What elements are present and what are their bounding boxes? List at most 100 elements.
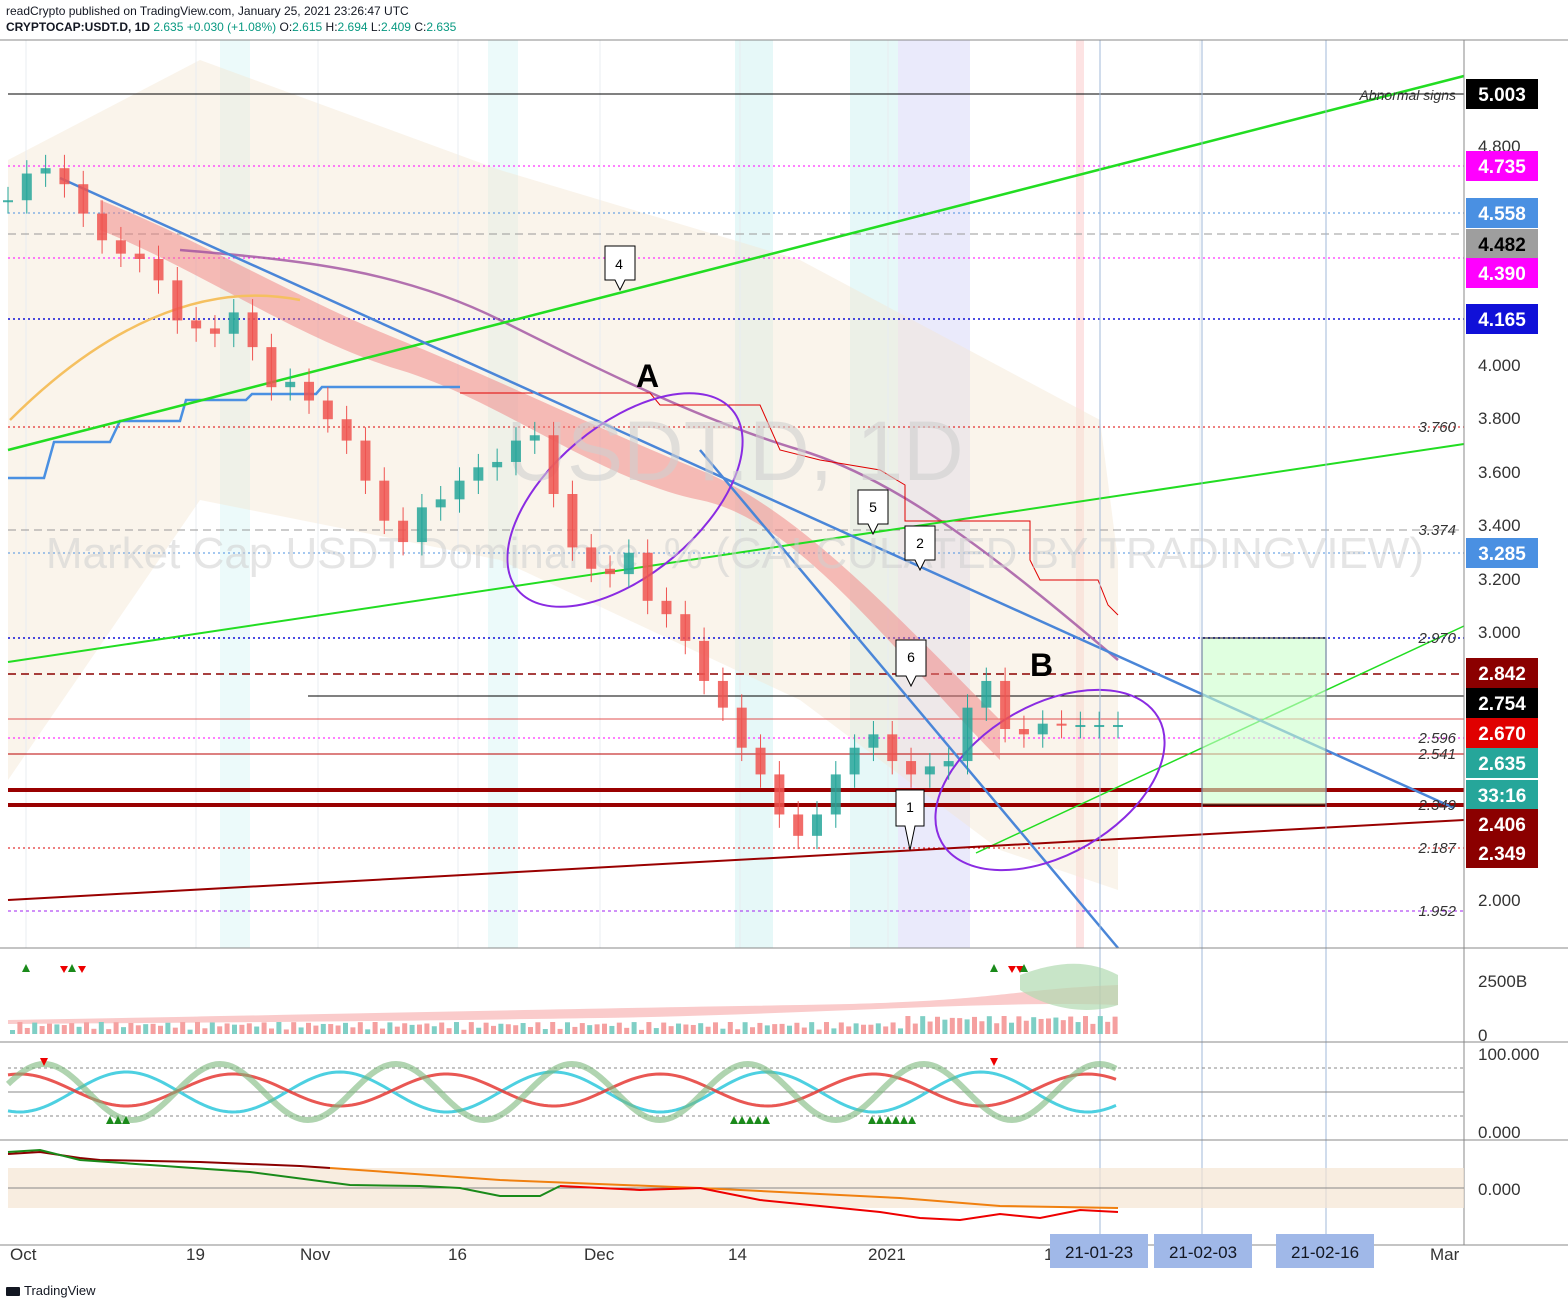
volume-bar (461, 1029, 467, 1034)
price-badge-bg (1466, 809, 1538, 839)
indicator-bands (8, 200, 1119, 760)
volume-bar (135, 1025, 141, 1034)
candle-body (115, 240, 126, 254)
price-axis[interactable]: 4.800 4.000 3.800 3.600 3.400 3.200 3.00… (1463, 40, 1521, 1245)
volume-bar (32, 1022, 38, 1034)
time-tick: Dec (584, 1245, 615, 1264)
level-2596: 2.596 (1417, 730, 1456, 747)
price-badge-bg (1466, 718, 1538, 748)
volume-bar (1105, 1021, 1111, 1034)
volume-bar (283, 1029, 289, 1034)
volume-bar (261, 1022, 267, 1034)
volume-bar (542, 1029, 548, 1034)
time-tick: Mar (1430, 1245, 1460, 1264)
price-badge: 2.670 (1478, 724, 1526, 745)
volume-bar (779, 1023, 785, 1034)
volume-bar (505, 1024, 511, 1034)
volume-bar (609, 1025, 615, 1034)
volume-bar (54, 1024, 60, 1034)
candle-body (341, 419, 352, 441)
close-label: C: (414, 20, 427, 34)
tradingview-logo[interactable]: TradingView (6, 1283, 96, 1298)
volume-bar (217, 1026, 223, 1034)
volume-bar (772, 1024, 778, 1034)
candle-body (830, 774, 841, 815)
candle-body (285, 381, 296, 388)
volume-axis-top: 2500B (1478, 972, 1527, 991)
candle-body (924, 766, 935, 775)
volume-bar (476, 1027, 482, 1034)
volume-bar (957, 1018, 963, 1034)
volume-bar (439, 1022, 445, 1034)
axis-tick: 2.000 (1478, 891, 1521, 910)
candle-body (811, 814, 822, 836)
volume-bar (639, 1029, 644, 1034)
volume-bar (883, 1026, 889, 1034)
volume-bar (594, 1024, 600, 1034)
volume-bar (868, 1024, 874, 1034)
price-badge-bg (1466, 538, 1538, 568)
date-badge-3: 21-02-16 (1291, 1243, 1359, 1262)
volume-bar (690, 1024, 696, 1034)
candle-body (247, 312, 258, 348)
candles (3, 154, 1123, 850)
volume-bar (994, 1023, 1000, 1034)
volume-bar (172, 1027, 178, 1034)
volume-bar (676, 1023, 681, 1034)
volume-bar (113, 1022, 119, 1034)
volume-bar (195, 1022, 200, 1034)
volume-bar (838, 1022, 844, 1034)
candle-body (454, 480, 465, 500)
volume-bar (905, 1016, 911, 1034)
time-axis[interactable]: Oct 19 Nov 16 Dec 14 2021 1 Mar 21-01-23… (10, 1234, 1460, 1268)
price-badge-bg (1466, 304, 1538, 334)
candle-body (793, 814, 804, 836)
grid-lines (25, 40, 1327, 948)
axis-tick: 3.600 (1478, 463, 1521, 482)
volume-bar (668, 1026, 674, 1034)
candle-body (228, 312, 239, 334)
volume-bar (898, 1028, 903, 1034)
candle-body (1094, 725, 1105, 728)
volume-bar (269, 1028, 274, 1034)
candle-body (398, 520, 409, 543)
candle-body (736, 707, 747, 748)
volume-bar (187, 1029, 193, 1034)
price-badge: 2.754 (1478, 694, 1526, 715)
volume-bar (239, 1024, 245, 1034)
volume-bar (979, 1021, 985, 1034)
candle-body (605, 568, 616, 575)
candle-body (1000, 680, 1011, 730)
volume-bar (372, 1022, 378, 1034)
price-badge: 2.349 (1478, 844, 1526, 865)
candle-body (1037, 723, 1048, 735)
axis-tick: 3.800 (1478, 409, 1521, 428)
axis-tick: 4.000 (1478, 356, 1521, 375)
axis-tick: 3.000 (1478, 623, 1521, 642)
candle-body (40, 168, 51, 174)
level-2970: 2.970 (1417, 630, 1456, 647)
candle-body (134, 253, 145, 259)
volume-bar (180, 1022, 186, 1034)
volume-bar (661, 1022, 667, 1034)
volume-bar (1053, 1017, 1059, 1034)
volume-bar (143, 1024, 149, 1034)
candle-body (962, 707, 973, 762)
date-lines (1099, 40, 1327, 1240)
volume-bar (394, 1026, 400, 1034)
time-tick: 14 (728, 1245, 747, 1264)
candle-body (699, 640, 710, 681)
volume-bar (713, 1022, 718, 1034)
volume-bar (446, 1028, 452, 1034)
volume-bar (705, 1026, 711, 1034)
bottom-axis-zero: 0.000 (1478, 1180, 1521, 1199)
volume-bar (69, 1023, 75, 1034)
volume-bar (1097, 1016, 1103, 1034)
volume-bar (565, 1022, 570, 1034)
price-badge: 2.406 (1478, 815, 1526, 836)
time-tick: 1 (1044, 1245, 1053, 1264)
price-badge-bg (1466, 780, 1538, 810)
price-badge: 4.390 (1478, 264, 1526, 285)
volume-bar (121, 1027, 126, 1034)
